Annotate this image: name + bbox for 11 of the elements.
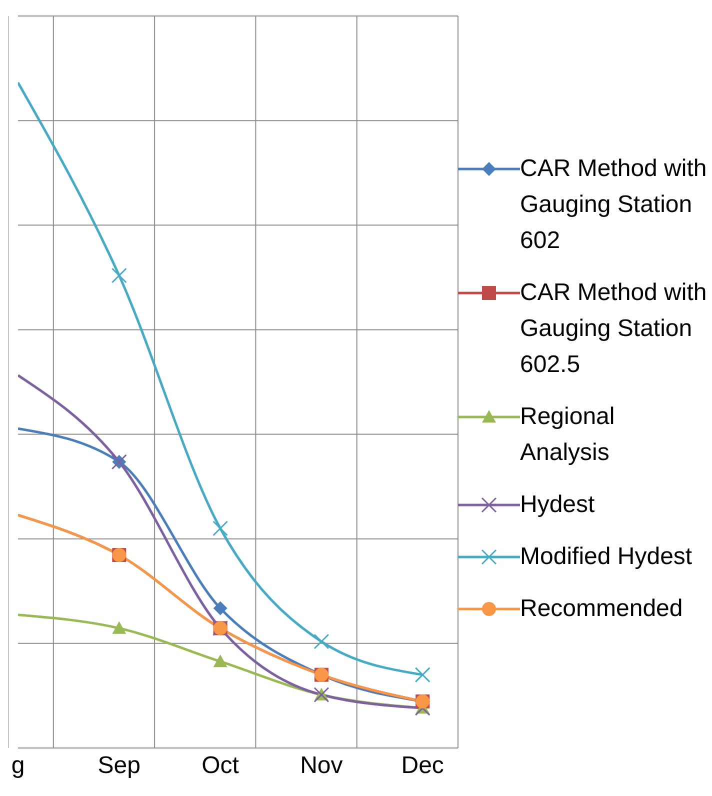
legend-label: CAR Method with Gauging Station 602.5 bbox=[520, 278, 708, 380]
x-tick-label: Sep bbox=[98, 752, 140, 780]
x-tick-label: Oct bbox=[202, 752, 240, 780]
legend-label: Hydest bbox=[520, 490, 595, 520]
x-tick-label: Dec bbox=[401, 752, 444, 780]
x-tick-label: Nov bbox=[300, 752, 343, 780]
legend-label: CAR Method with Gauging Station 602 bbox=[520, 154, 708, 256]
legend-label: Modified Hydest bbox=[520, 542, 692, 572]
legend-label: Recommended bbox=[520, 594, 683, 624]
legend-label: Regional Analysis bbox=[520, 402, 616, 468]
x-tick-label: g bbox=[11, 752, 25, 780]
